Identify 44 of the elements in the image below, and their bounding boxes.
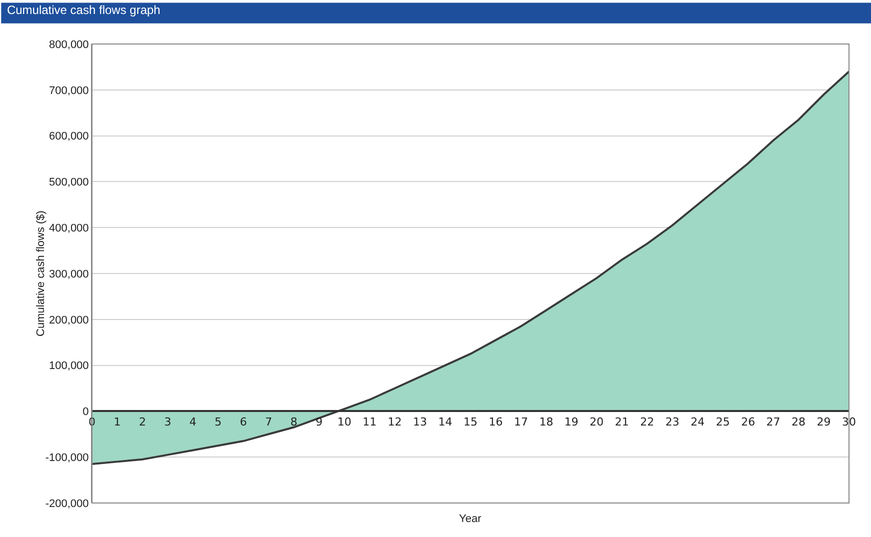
x-tick-label: 1: [114, 415, 121, 428]
x-tick-label: 16: [488, 415, 503, 428]
y-tick-label: -200,000: [45, 498, 89, 510]
x-tick-label: 18: [539, 415, 554, 428]
x-tick-label: 12: [388, 415, 402, 428]
x-tick-label: 30: [842, 415, 856, 428]
x-tick-label: 2: [138, 415, 146, 428]
x-axis-title: Year: [459, 513, 482, 525]
x-tick-label: 4: [189, 415, 196, 428]
x-tick-label: 5: [214, 415, 222, 428]
x-tick-label: 13: [413, 415, 428, 428]
y-tick-label: 400,000: [49, 222, 89, 234]
y-axis-title: Cumulative cash flows ($): [35, 210, 48, 336]
x-tick-label: 24: [690, 415, 705, 428]
y-tick-label: 0: [82, 406, 89, 418]
x-tick-label: 19: [564, 415, 578, 428]
y-tick-label: 700,000: [49, 84, 89, 97]
x-tick-label: 14: [438, 415, 452, 428]
y-tick-label: 500,000: [49, 176, 89, 189]
x-tick-label: 28: [792, 415, 806, 428]
x-tick-label: 8: [290, 415, 298, 428]
x-tick-label: 17: [514, 415, 528, 428]
x-tick-label: 9: [316, 415, 323, 428]
x-tick-label: 21: [614, 415, 629, 428]
x-tick-label: 26: [741, 415, 756, 428]
x-tick-label: 22: [640, 415, 654, 428]
y-tick-label: 800,000: [49, 38, 89, 51]
x-tick-label: 11: [362, 415, 377, 428]
x-tick-label: 6: [240, 415, 247, 428]
x-tick-label: 23: [665, 415, 680, 428]
y-tick-label: -100,000: [45, 452, 89, 464]
y-tick-label: 300,000: [49, 268, 89, 280]
y-tick-label: 200,000: [49, 314, 89, 326]
y-tick-label: 600,000: [49, 130, 89, 143]
x-tick-label: 7: [265, 415, 272, 428]
chart-title: Cumulative cash flows graph: [6, 2, 160, 17]
x-tick-label: 27: [766, 415, 780, 428]
x-tick-label: 29: [816, 415, 831, 428]
x-tick-label: 3: [164, 415, 172, 428]
x-tick-label: 15: [464, 415, 478, 428]
x-tick-label: 10: [337, 415, 352, 428]
x-tick-label: 25: [716, 415, 730, 428]
y-tick-label: 100,000: [49, 360, 89, 372]
x-tick-label: 20: [590, 415, 604, 428]
